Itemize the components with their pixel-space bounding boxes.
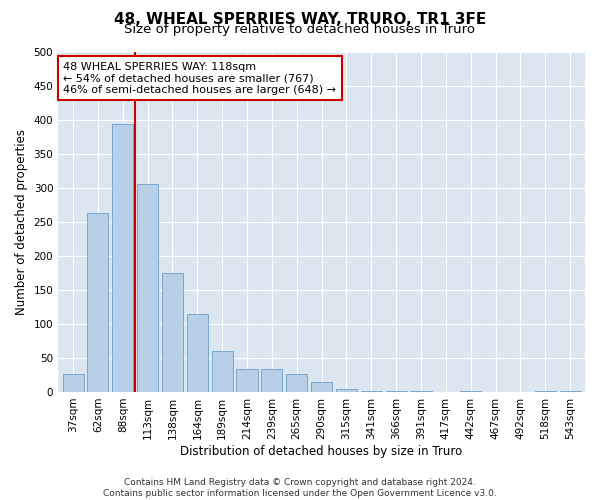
Bar — [187, 314, 208, 392]
X-axis label: Distribution of detached houses by size in Truro: Distribution of detached houses by size … — [181, 444, 463, 458]
Text: Size of property relative to detached houses in Truro: Size of property relative to detached ho… — [125, 22, 476, 36]
Text: Contains HM Land Registry data © Crown copyright and database right 2024.
Contai: Contains HM Land Registry data © Crown c… — [103, 478, 497, 498]
Text: 48, WHEAL SPERRIES WAY, TRURO, TR1 3FE: 48, WHEAL SPERRIES WAY, TRURO, TR1 3FE — [114, 12, 486, 28]
Bar — [560, 390, 581, 392]
Bar — [262, 370, 283, 392]
Bar — [112, 124, 133, 392]
Bar — [311, 382, 332, 392]
Text: 48 WHEAL SPERRIES WAY: 118sqm
← 54% of detached houses are smaller (767)
46% of : 48 WHEAL SPERRIES WAY: 118sqm ← 54% of d… — [64, 62, 337, 95]
Bar — [88, 213, 109, 392]
Bar — [137, 184, 158, 392]
Bar — [286, 374, 307, 392]
Y-axis label: Number of detached properties: Number of detached properties — [15, 128, 28, 314]
Bar — [361, 390, 382, 392]
Bar — [460, 390, 481, 392]
Bar — [62, 374, 83, 392]
Bar — [236, 370, 257, 392]
Bar — [212, 351, 233, 392]
Bar — [162, 273, 183, 392]
Bar — [336, 388, 357, 392]
